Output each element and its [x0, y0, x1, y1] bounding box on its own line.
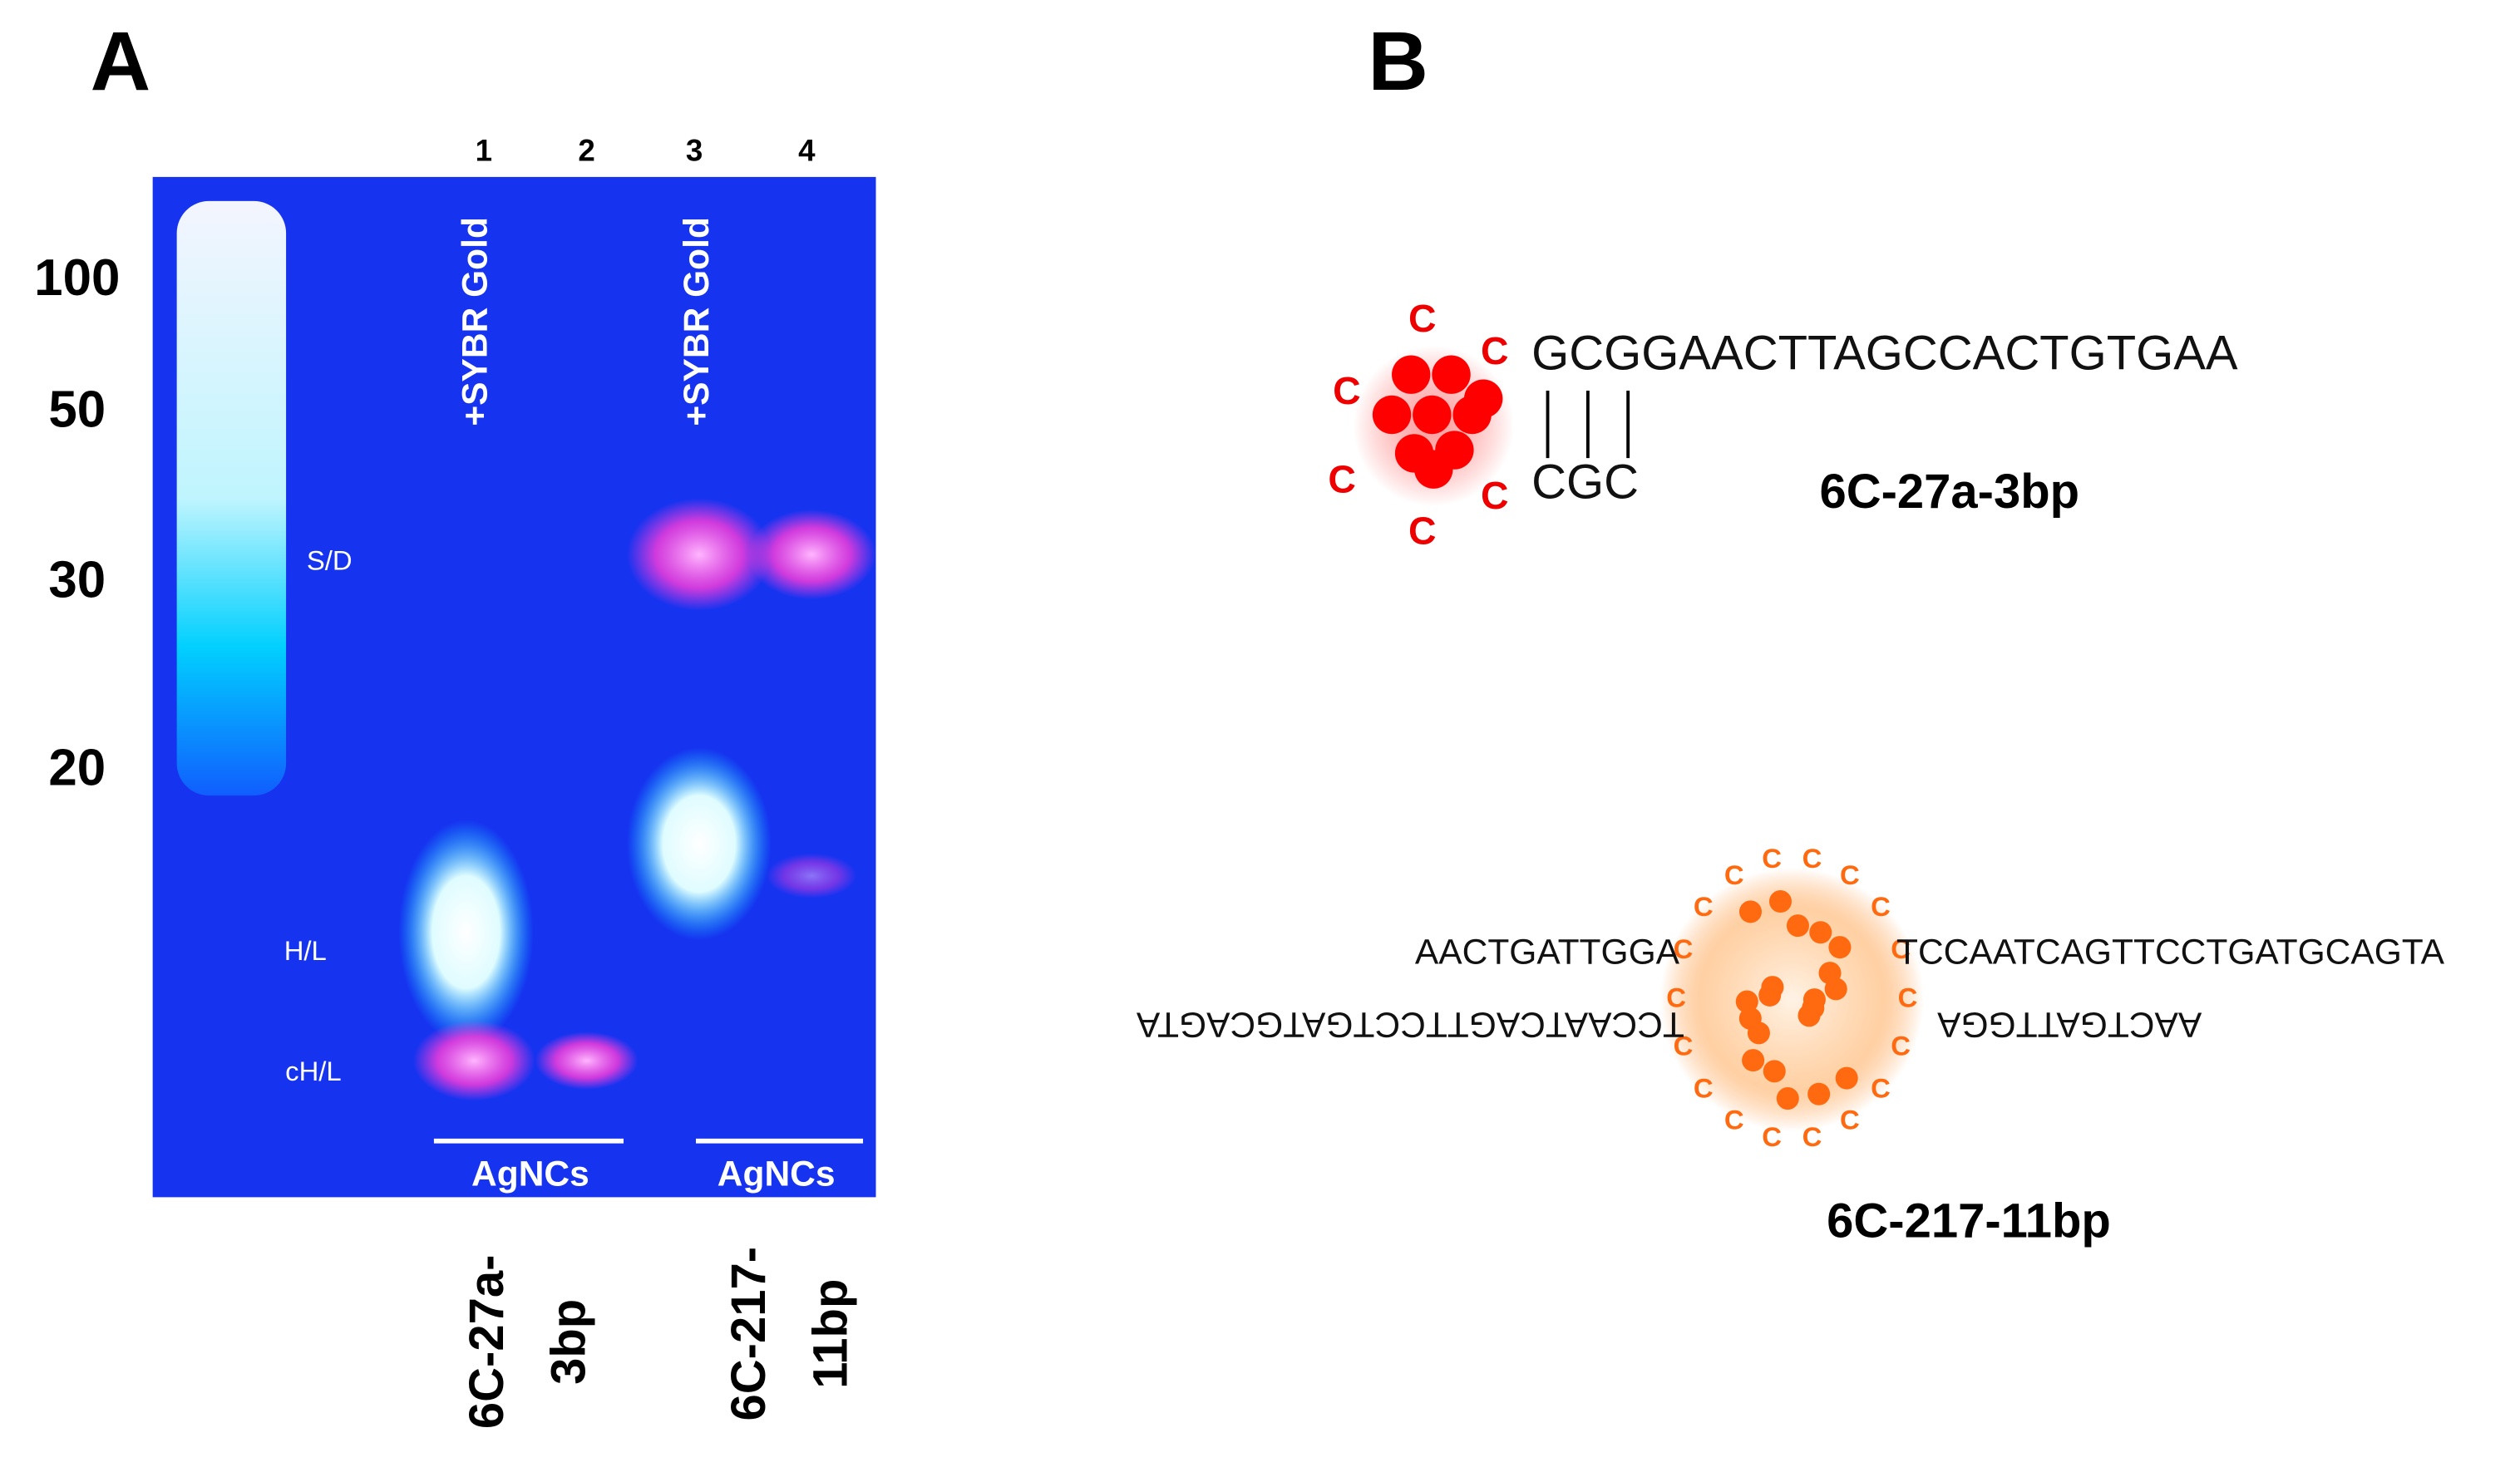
dna-strand: GCGGAACTTAGCCACTGTGAA	[1531, 327, 2238, 381]
cluster-dot	[1414, 450, 1453, 489]
cytosine: C	[1891, 933, 1911, 964]
cluster-dot	[1798, 1004, 1821, 1027]
cytosine: C	[1898, 982, 1918, 1012]
cluster-dot	[1413, 395, 1452, 435]
cluster-glow	[1659, 868, 1924, 1132]
cluster-dot	[1392, 355, 1431, 394]
cytosine: C	[1481, 474, 1509, 517]
cytosine: C	[1408, 509, 1437, 552]
cluster-dot	[1761, 976, 1784, 999]
cytosine: C	[1666, 982, 1686, 1012]
cluster-dot	[1786, 914, 1809, 938]
agncs-label: AgNCs	[471, 1155, 589, 1194]
agncs-label: AgNCs	[718, 1155, 836, 1194]
dna-strand: CGC	[1531, 455, 1639, 509]
cytosine: C	[1840, 1105, 1860, 1135]
band	[747, 510, 876, 600]
band	[767, 853, 857, 899]
sample-label: 11bp	[805, 1279, 858, 1389]
ladder-label: 20	[48, 739, 106, 796]
cytosine: C	[1891, 1030, 1911, 1061]
cytosine: C	[1724, 859, 1744, 890]
ladder-label: 30	[48, 551, 106, 608]
cytosine: C	[1481, 329, 1509, 372]
cytosine: C	[1762, 843, 1782, 874]
band-label: S/D	[307, 545, 353, 576]
cytosine: C	[1694, 1073, 1714, 1104]
cluster-dot	[1763, 1060, 1786, 1083]
band	[626, 498, 772, 611]
cluster-dot	[1738, 900, 1762, 923]
panel-label: A	[91, 15, 151, 108]
sample-label: 6C-217-	[722, 1247, 776, 1421]
band	[535, 1031, 639, 1090]
cytosine: C	[1694, 891, 1714, 922]
cluster-dot	[1776, 1087, 1799, 1110]
lane-number: 4	[798, 134, 816, 168]
cytosine: C	[1674, 933, 1694, 964]
cluster-dot	[1742, 1049, 1765, 1072]
cluster-dot	[1738, 1007, 1762, 1030]
stain-label: +SYBR Gold	[678, 217, 717, 426]
cluster-dot	[1807, 1082, 1831, 1105]
band	[412, 1020, 535, 1101]
cluster-dot	[1824, 977, 1847, 1001]
sample-label: 6C-27a-	[461, 1255, 514, 1430]
dna-strand: TCCAATCAGTTCCTGATGCAGTA	[1896, 933, 2445, 972]
lane-number: 3	[686, 134, 703, 168]
lane-number: 2	[578, 134, 594, 168]
cytosine: C	[1724, 1105, 1744, 1135]
cytosine: C	[1328, 457, 1356, 500]
band-label: cH/L	[285, 1056, 342, 1086]
cytosine: C	[1871, 891, 1891, 922]
stain-label: +SYBR Gold	[456, 217, 495, 426]
cytosine: C	[1333, 369, 1361, 412]
cytosine: C	[1871, 1073, 1891, 1104]
construct-name: 6C-217-11bp	[1827, 1195, 2111, 1248]
band-label: H/L	[284, 935, 327, 966]
cytosine: C	[1802, 1121, 1822, 1152]
cluster-dot	[1809, 921, 1832, 944]
cytosine: C	[1802, 843, 1822, 874]
construct-name: 6C-27a-3bp	[1819, 465, 2079, 519]
sample-label: 3bp	[542, 1299, 595, 1385]
cytosine: C	[1840, 859, 1860, 890]
ladder-lane	[176, 200, 287, 796]
band	[398, 820, 534, 1045]
cluster-dot	[1735, 990, 1758, 1013]
cluster-dot	[1768, 889, 1793, 913]
cluster-dot	[1828, 936, 1852, 959]
cluster-dot	[1432, 355, 1471, 394]
dna-strand: TCCAATCAGTTCCTGATGCAGTA	[1136, 1004, 1684, 1043]
ladder-label: 100	[34, 249, 120, 307]
cytosine: C	[1762, 1121, 1782, 1152]
cluster-dot	[1463, 379, 1503, 418]
cluster-dot	[1835, 1066, 1858, 1090]
cluster-dot	[1372, 395, 1412, 435]
ladder-label: 50	[48, 381, 106, 438]
dna-strand: AACTGATTGGA	[1937, 1004, 2202, 1043]
dna-strand: AACTGATTGGA	[1415, 933, 1680, 972]
band	[626, 747, 772, 941]
lane-number: 1	[476, 134, 492, 168]
cytosine: C	[1674, 1030, 1694, 1061]
panel-label: B	[1368, 15, 1428, 108]
cytosine: C	[1408, 297, 1437, 340]
